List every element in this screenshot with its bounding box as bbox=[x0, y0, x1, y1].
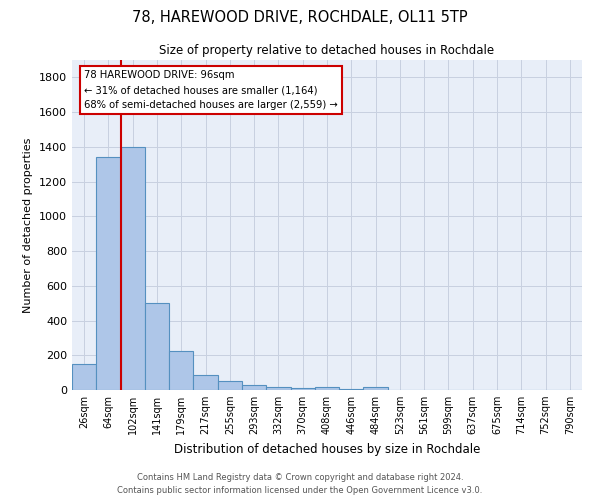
Bar bbox=[72, 364, 96, 390]
Bar bbox=[339, 388, 364, 390]
Bar bbox=[96, 158, 121, 390]
Text: Contains HM Land Registry data © Crown copyright and database right 2024.
Contai: Contains HM Land Registry data © Crown c… bbox=[118, 473, 482, 495]
Bar bbox=[242, 385, 266, 390]
Bar bbox=[218, 382, 242, 390]
Text: 78, HAREWOOD DRIVE, ROCHDALE, OL11 5TP: 78, HAREWOOD DRIVE, ROCHDALE, OL11 5TP bbox=[132, 10, 468, 25]
Bar bbox=[315, 388, 339, 390]
Bar bbox=[145, 303, 169, 390]
Bar bbox=[169, 351, 193, 390]
Y-axis label: Number of detached properties: Number of detached properties bbox=[23, 138, 34, 312]
Bar bbox=[193, 375, 218, 390]
Bar bbox=[290, 388, 315, 390]
Bar bbox=[364, 387, 388, 390]
Title: Size of property relative to detached houses in Rochdale: Size of property relative to detached ho… bbox=[160, 44, 494, 58]
X-axis label: Distribution of detached houses by size in Rochdale: Distribution of detached houses by size … bbox=[174, 442, 480, 456]
Bar bbox=[121, 147, 145, 390]
Text: 78 HAREWOOD DRIVE: 96sqm
← 31% of detached houses are smaller (1,164)
68% of sem: 78 HAREWOOD DRIVE: 96sqm ← 31% of detach… bbox=[84, 70, 338, 110]
Bar bbox=[266, 387, 290, 390]
